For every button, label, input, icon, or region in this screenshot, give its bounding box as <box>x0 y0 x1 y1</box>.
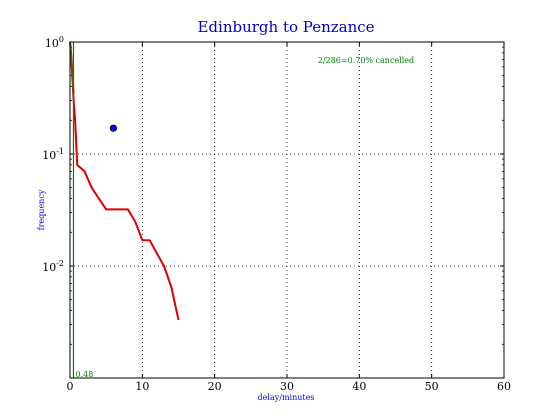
chart-title: Edinburgh to Penzance <box>197 18 374 36</box>
x-tick-label: 60 <box>497 380 511 393</box>
data-point-marker <box>109 124 118 132</box>
vline-label: 0.48 <box>75 370 93 379</box>
series-line-1 <box>69 44 180 321</box>
x-axis-label: delay/minutes <box>258 393 315 402</box>
y-tick-label: 10-1 <box>42 147 64 162</box>
cancelled-annotation: 2/286=0.70% cancelled <box>318 56 414 65</box>
y-tick-label: 10-2 <box>42 259 64 274</box>
x-tick-label: 30 <box>280 380 294 393</box>
x-tick-label: 20 <box>208 380 222 393</box>
plot-area: 0 10 20 30 40 50 60 100 10-1 10-2 0.48 <box>42 35 511 393</box>
y-tick-label: 100 <box>45 35 64 50</box>
x-tick-label: 0 <box>67 380 74 393</box>
x-tick-label: 40 <box>352 380 366 393</box>
x-tick-label: 50 <box>425 380 439 393</box>
plot-frame <box>69 41 505 379</box>
y-axis-label: frequency <box>37 189 46 230</box>
x-tick-label: 10 <box>135 380 149 393</box>
